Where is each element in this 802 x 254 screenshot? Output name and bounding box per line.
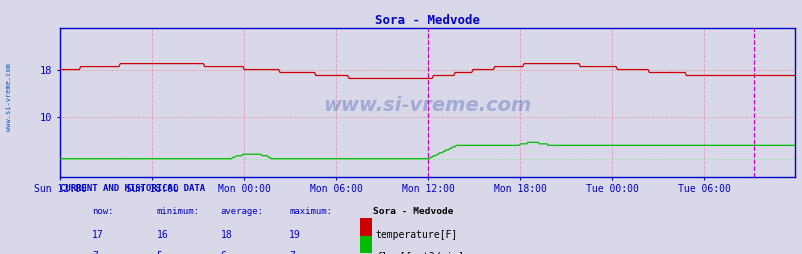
- Text: now:: now:: [92, 207, 114, 216]
- Text: 6: 6: [221, 251, 226, 254]
- Text: maximum:: maximum:: [289, 207, 332, 216]
- Title: Sora - Medvode: Sora - Medvode: [375, 14, 480, 27]
- Text: 5: 5: [156, 251, 162, 254]
- Text: www.si-vreme.com: www.si-vreme.com: [6, 62, 12, 131]
- Text: temperature[F]: temperature[F]: [375, 230, 457, 240]
- Text: minimum:: minimum:: [156, 207, 200, 216]
- Text: 7: 7: [92, 251, 98, 254]
- Text: flow[foot3/min]: flow[foot3/min]: [375, 251, 464, 254]
- Text: Sora - Medvode: Sora - Medvode: [373, 207, 453, 216]
- Text: 7: 7: [289, 251, 294, 254]
- Text: CURRENT AND HISTORICAL DATA: CURRENT AND HISTORICAL DATA: [60, 184, 205, 193]
- Text: 16: 16: [156, 230, 168, 240]
- Text: average:: average:: [221, 207, 264, 216]
- Text: 18: 18: [221, 230, 233, 240]
- Text: www.si-vreme.com: www.si-vreme.com: [323, 96, 531, 115]
- Text: 17: 17: [92, 230, 104, 240]
- Text: 19: 19: [289, 230, 301, 240]
